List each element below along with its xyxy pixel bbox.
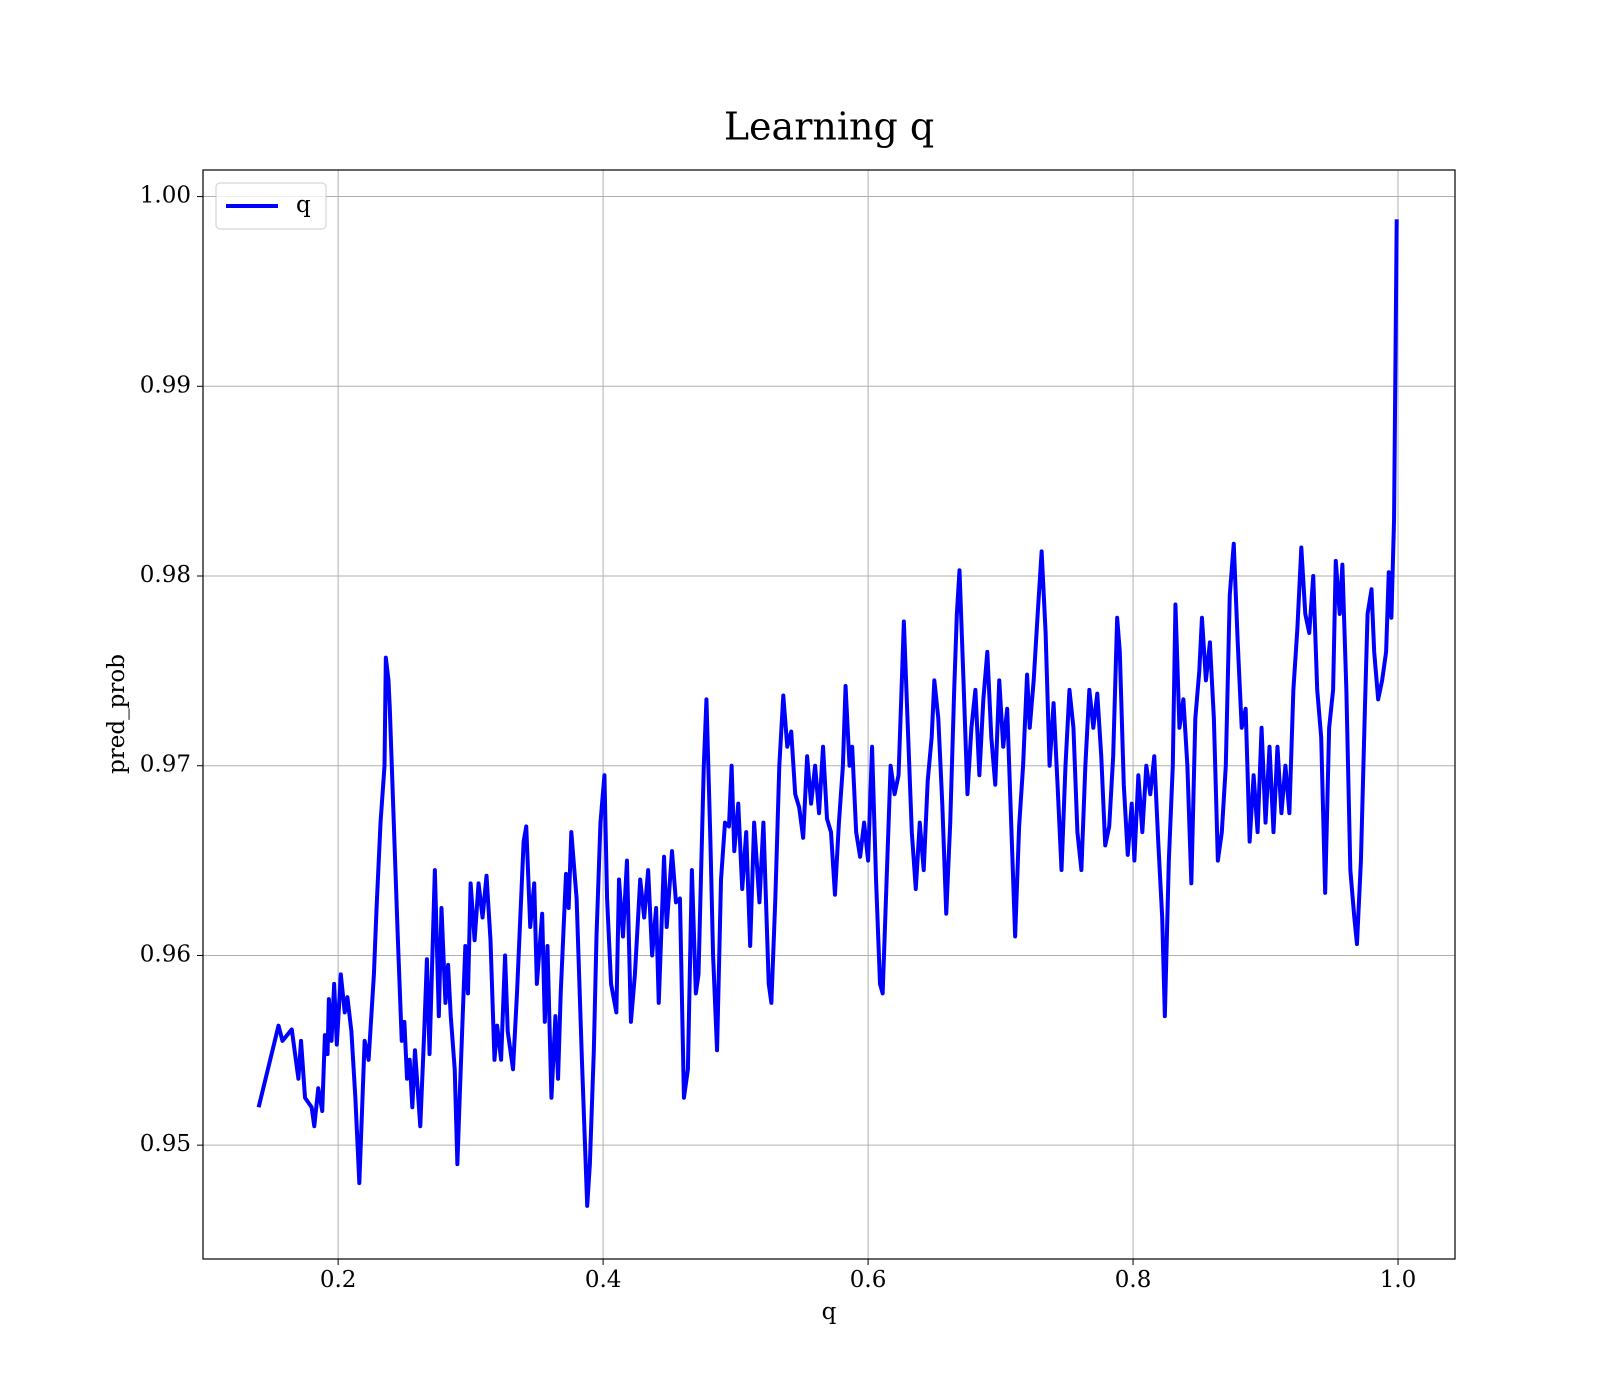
plot-frame xyxy=(202,169,1456,1260)
chart-title: Learning q xyxy=(724,105,934,149)
x-tick-label: 0.8 xyxy=(1115,1267,1152,1293)
y-tick-label: 0.96 xyxy=(140,941,191,967)
y-tick-label: 0.97 xyxy=(140,752,191,778)
legend-label: q xyxy=(296,192,311,218)
y-axis-label: pred_prob xyxy=(104,654,130,774)
y-tick-label: 1.00 xyxy=(140,183,191,209)
y-tick-label: 0.99 xyxy=(140,372,191,398)
y-tick-label: 0.95 xyxy=(140,1131,191,1157)
x-tick-label: 0.6 xyxy=(850,1267,887,1293)
data-line xyxy=(256,219,1399,1208)
x-tick-label: 0.4 xyxy=(585,1267,622,1293)
x-tick-label: 1.0 xyxy=(1380,1267,1417,1293)
x-axis-label: q xyxy=(822,1299,837,1325)
y-tick-label: 0.98 xyxy=(140,562,191,588)
legend: q xyxy=(215,182,327,230)
x-tick-label: 0.2 xyxy=(320,1267,357,1293)
